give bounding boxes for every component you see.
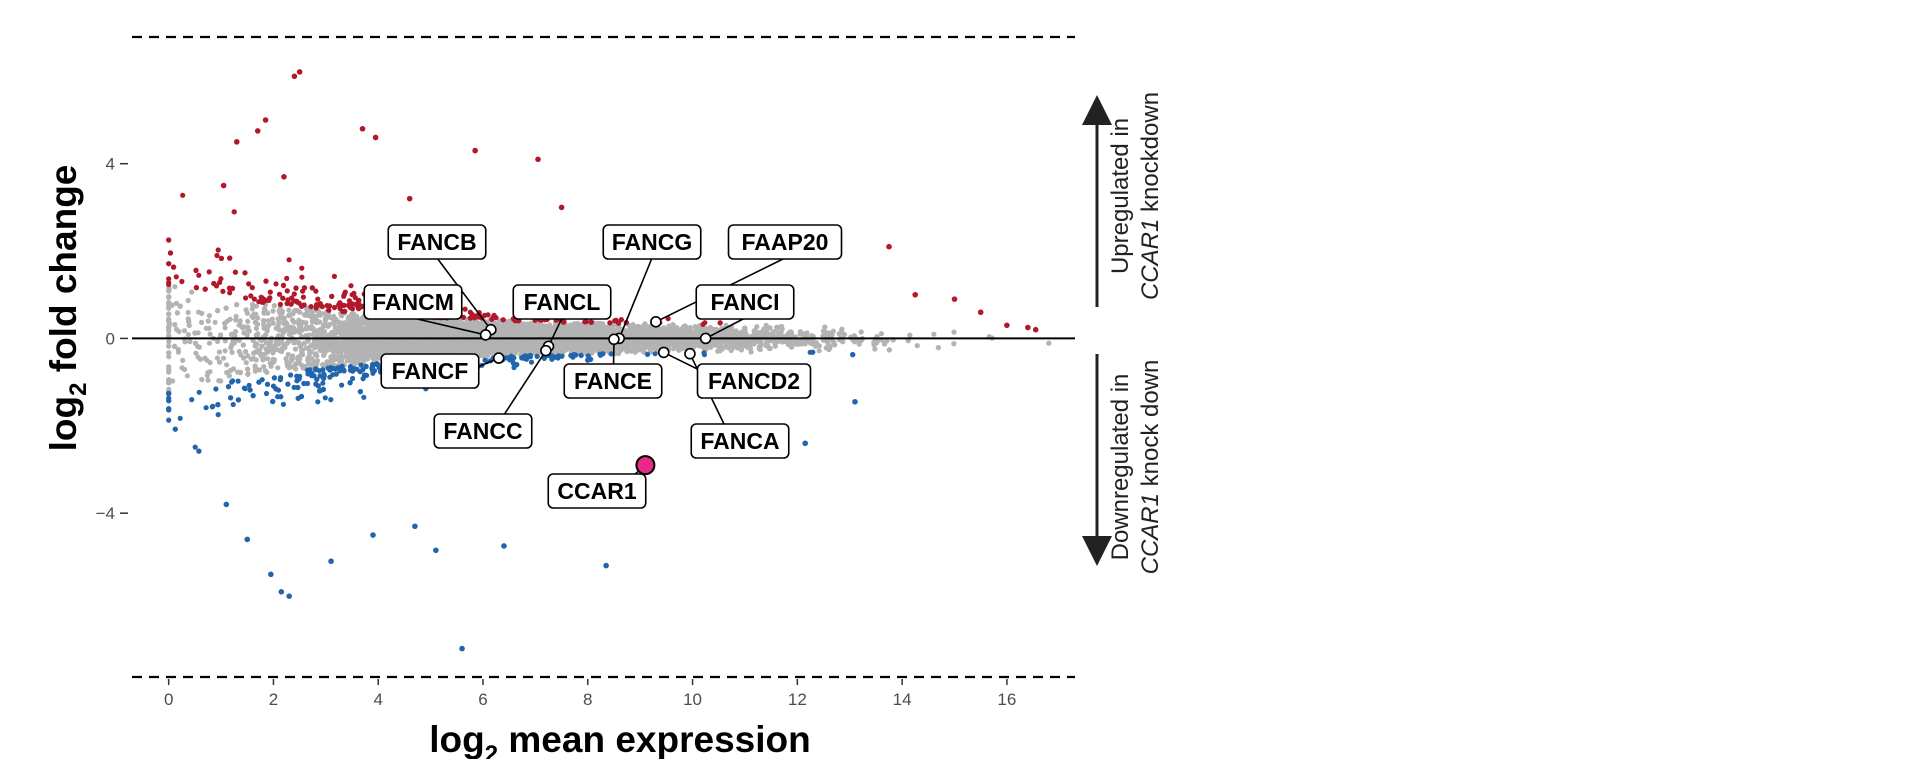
gene-point [184,373,190,379]
gene-point [185,332,191,338]
gene-point [206,340,213,346]
gene-point [237,318,243,324]
gene-point [205,318,211,324]
gene-point [207,331,213,337]
gene-point [295,354,301,360]
gene-point [872,346,878,352]
gene-point [189,289,195,295]
gene-point [292,346,299,352]
gene-point [216,349,222,355]
gene-point [222,325,228,331]
gene-point [173,300,180,306]
gene-point [195,354,201,360]
gene-point [270,308,276,314]
gene-point [170,378,176,384]
gene-point [166,332,172,339]
gene-point [285,351,291,358]
gene-point [229,349,235,355]
gene-point [858,329,864,335]
gene-point [220,355,227,361]
gene-point [253,325,259,331]
gene-point [286,307,292,313]
gene-point [692,324,698,330]
gene-point [215,338,221,345]
gene-point [243,360,249,366]
gene-point [839,326,845,332]
gene-point [181,328,188,334]
gene-point [931,331,937,337]
gene-point [212,319,218,325]
gene-point [259,343,265,349]
gene-point [269,316,275,322]
gene-point [207,369,213,375]
gene-point [830,328,836,334]
gene-point [271,303,277,309]
gene-point [754,324,760,330]
gene-point [224,362,230,368]
gene-point [172,322,178,328]
gene-point [245,318,251,324]
gene-point [328,315,334,321]
gene-point [199,376,205,383]
gene-point [166,339,172,345]
gene-point [222,338,228,344]
